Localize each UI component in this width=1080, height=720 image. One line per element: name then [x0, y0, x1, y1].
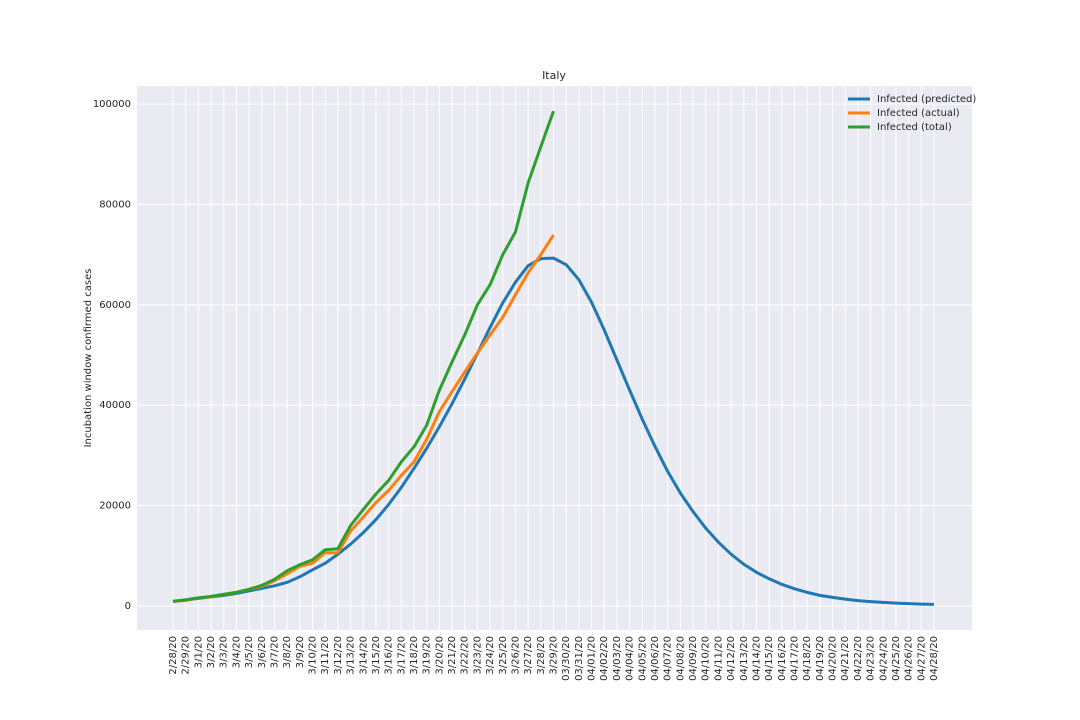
x-tick-label: 04/08/20	[675, 636, 686, 681]
legend-label: Infected (actual)	[877, 108, 960, 119]
x-tick-label: 04/05/20	[637, 636, 648, 681]
x-tick-label: 04/01/20	[587, 636, 598, 681]
x-tick-label: 3/16/20	[384, 636, 395, 675]
x-tick-label: 2/29/20	[181, 636, 192, 675]
x-tick-label: 04/28/20	[929, 636, 940, 681]
y-tick-label: 40000	[99, 400, 131, 411]
y-tick-label: 80000	[99, 199, 131, 210]
x-tick-label: 04/02/20	[599, 636, 610, 681]
x-tick-label: 04/03/20	[612, 636, 623, 681]
x-tick-label: 04/22/20	[853, 636, 864, 681]
x-tick-label: 3/6/20	[257, 636, 268, 668]
x-tick-label: 04/20/20	[828, 636, 839, 681]
x-tick-label: 3/28/20	[536, 636, 547, 675]
x-tick-label: 04/16/20	[777, 636, 788, 681]
x-tick-label: 04/15/20	[764, 636, 775, 681]
x-tick-label: 3/20/20	[434, 636, 445, 675]
x-tick-label: 04/14/20	[751, 636, 762, 681]
x-tick-label: 3/4/20	[231, 636, 242, 668]
x-tick-label: 04/18/20	[802, 636, 813, 681]
x-tick-label: 04/25/20	[891, 636, 902, 681]
y-tick-label: 20000	[99, 501, 131, 512]
x-tick-label: 04/13/20	[739, 636, 750, 681]
x-tick-label: 3/5/20	[244, 636, 255, 668]
x-tick-label: 3/12/20	[333, 636, 344, 675]
x-tick-label: 04/06/20	[650, 636, 661, 681]
legend-label: Infected (predicted)	[877, 94, 976, 105]
x-tick-label: 04/24/20	[878, 636, 889, 681]
x-tick-label: 3/3/20	[219, 636, 230, 668]
x-tick-label: 3/29/20	[549, 636, 560, 675]
x-tick-label: 3/26/20	[510, 636, 521, 675]
x-tick-label: 03/30/20	[561, 636, 572, 681]
x-tick-label: 3/27/20	[523, 636, 534, 675]
chart-title: Italy	[542, 69, 566, 82]
x-tick-label: 3/1/20	[193, 636, 204, 668]
x-tick-label: 04/17/20	[789, 636, 800, 681]
x-tick-label: 3/7/20	[269, 636, 280, 668]
y-tick-label: 60000	[99, 300, 131, 311]
x-tick-label: 2/28/20	[168, 636, 179, 675]
x-tick-label: 04/10/20	[701, 636, 712, 681]
x-tick-label: 04/09/20	[688, 636, 699, 681]
x-tick-label: 3/18/20	[409, 636, 420, 675]
y-tick-label: 0	[125, 601, 131, 612]
x-tick-label: 3/10/20	[308, 636, 319, 675]
x-tick-label: 04/21/20	[840, 636, 851, 681]
x-tick-label: 3/22/20	[460, 636, 471, 675]
line-series	[172, 110, 555, 603]
x-tick-label: 3/19/20	[422, 636, 433, 675]
x-tick-label: 04/07/20	[663, 636, 674, 681]
x-tick-label: 04/19/20	[815, 636, 826, 681]
y-tick-label: 100000	[93, 99, 131, 110]
x-tick-label: 04/04/20	[625, 636, 636, 681]
x-tick-label: 3/14/20	[358, 636, 369, 675]
line-series	[172, 256, 935, 606]
x-tick-label: 04/26/20	[904, 636, 915, 681]
y-axis-label: Incubation window confirmed cases	[83, 269, 94, 448]
x-tick-label: 3/24/20	[485, 636, 496, 675]
x-tick-label: 3/11/20	[320, 636, 331, 675]
x-tick-label: 03/31/20	[574, 636, 585, 681]
x-tick-label: 3/23/20	[472, 636, 483, 675]
x-tick-label: 3/2/20	[206, 636, 217, 668]
x-tick-label: 04/12/20	[726, 636, 737, 681]
x-tick-label: 3/21/20	[447, 636, 458, 675]
x-tick-label: 04/27/20	[916, 636, 927, 681]
x-tick-label: 3/15/20	[371, 636, 382, 675]
x-tick-label: 3/13/20	[346, 636, 357, 675]
legend-label: Infected (total)	[877, 122, 952, 133]
x-tick-label: 3/25/20	[498, 636, 509, 675]
x-tick-label: 04/11/20	[713, 636, 724, 681]
x-tick-label: 3/17/20	[396, 636, 407, 675]
x-tick-label: 3/8/20	[282, 636, 293, 668]
x-tick-label: 04/23/20	[866, 636, 877, 681]
x-tick-label: 3/9/20	[295, 636, 306, 668]
